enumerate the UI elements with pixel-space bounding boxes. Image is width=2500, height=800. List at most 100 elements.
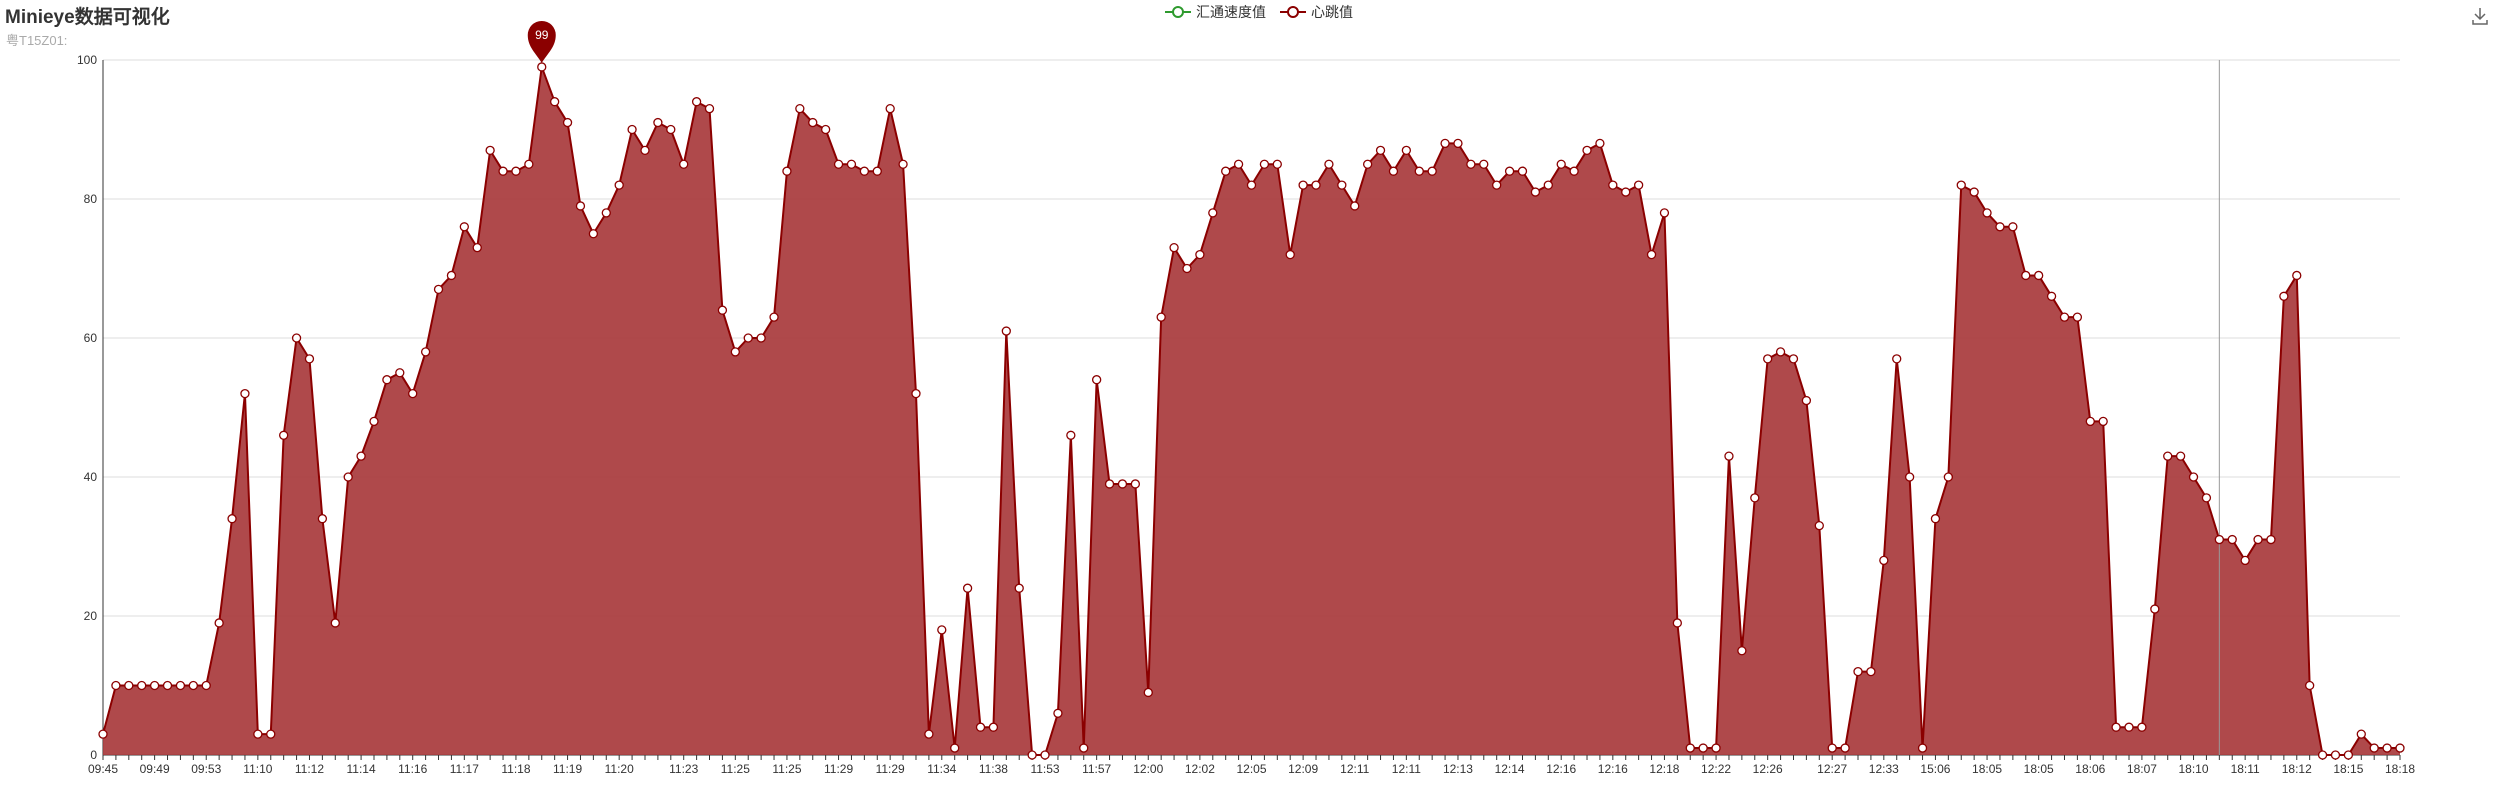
data-point[interactable] xyxy=(162,680,173,691)
data-point[interactable] xyxy=(717,305,728,315)
data-point[interactable] xyxy=(2214,534,2224,545)
data-point[interactable] xyxy=(885,104,895,114)
data-point[interactable] xyxy=(1582,145,1592,156)
data-point[interactable] xyxy=(137,680,147,691)
data-point[interactable] xyxy=(1027,750,1037,760)
data-point[interactable] xyxy=(2046,291,2057,301)
data-point[interactable] xyxy=(575,201,586,211)
data-point[interactable] xyxy=(1337,180,1347,190)
data-point[interactable] xyxy=(175,680,186,691)
data-point[interactable] xyxy=(395,368,405,378)
data-point[interactable] xyxy=(1879,555,1889,566)
data-point[interactable] xyxy=(1737,646,1747,656)
data-point[interactable] xyxy=(795,104,805,114)
data-point[interactable] xyxy=(769,312,779,322)
data-point[interactable] xyxy=(562,117,573,128)
data-point[interactable] xyxy=(1595,138,1605,149)
data-point[interactable] xyxy=(2317,750,2328,760)
data-point[interactable] xyxy=(1659,208,1670,218)
data-point[interactable] xyxy=(1517,166,1528,176)
data-point[interactable] xyxy=(433,284,444,295)
data-point[interactable] xyxy=(2356,729,2366,739)
data-point[interactable] xyxy=(1633,180,1644,190)
data-point[interactable] xyxy=(382,375,392,385)
data-point[interactable] xyxy=(2330,750,2341,760)
data-point[interactable] xyxy=(2369,743,2379,753)
data-point[interactable] xyxy=(2124,722,2134,732)
data-point[interactable] xyxy=(975,722,986,732)
data-point[interactable] xyxy=(1621,187,1631,197)
data-point[interactable] xyxy=(601,208,611,218)
data-point[interactable] xyxy=(291,333,302,343)
data-point[interactable] xyxy=(1698,743,1708,753)
data-point[interactable] xyxy=(1362,159,1373,169)
data-point[interactable] xyxy=(408,388,418,399)
data-point[interactable] xyxy=(330,618,340,628)
data-point[interactable] xyxy=(1801,395,1812,406)
data-point[interactable] xyxy=(1208,208,1218,218)
data-point[interactable] xyxy=(240,388,250,399)
data-point[interactable] xyxy=(782,166,792,176)
data-point[interactable] xyxy=(846,159,857,169)
data-point[interactable] xyxy=(111,680,121,691)
data-point[interactable] xyxy=(1066,430,1076,440)
data-point[interactable] xyxy=(1195,249,1205,260)
data-point[interactable] xyxy=(124,680,134,691)
data-point[interactable] xyxy=(304,354,315,364)
data-point[interactable] xyxy=(2163,451,2173,461)
data-point[interactable] xyxy=(214,618,224,628)
data-point[interactable] xyxy=(1492,180,1502,190)
data-point[interactable] xyxy=(279,430,289,440)
data-point[interactable] xyxy=(1040,750,1050,760)
data-point[interactable] xyxy=(1982,208,1992,218)
data-point[interactable] xyxy=(872,166,882,176)
data-point[interactable] xyxy=(1233,159,1244,169)
data-point[interactable] xyxy=(1143,687,1153,698)
data-point[interactable] xyxy=(2111,722,2121,732)
data-point[interactable] xyxy=(627,124,637,135)
data-point[interactable] xyxy=(1130,479,1141,489)
data-point[interactable] xyxy=(1104,479,1115,489)
data-point[interactable] xyxy=(1182,263,1192,274)
data-point[interactable] xyxy=(653,117,663,128)
data-point[interactable] xyxy=(472,242,482,253)
data-point[interactable] xyxy=(1530,187,1541,197)
download-icon[interactable] xyxy=(2470,6,2490,26)
data-point[interactable] xyxy=(2292,270,2302,281)
data-point[interactable] xyxy=(1156,312,1166,322)
data-point[interactable] xyxy=(1904,472,1915,482)
data-point[interactable] xyxy=(227,514,237,524)
data-point[interactable] xyxy=(2098,416,2108,427)
data-point[interactable] xyxy=(1453,138,1463,149)
data-point[interactable] xyxy=(1311,180,1321,190)
data-point[interactable] xyxy=(666,124,676,135)
data-point[interactable] xyxy=(808,117,818,128)
data-point[interactable] xyxy=(1943,472,1953,482)
data-point[interactable] xyxy=(2253,534,2263,545)
data-point[interactable] xyxy=(1466,159,1476,169)
data-point[interactable] xyxy=(2343,750,2354,760)
data-point[interactable] xyxy=(2021,270,2031,281)
data-point[interactable] xyxy=(446,270,457,281)
data-point[interactable] xyxy=(1117,479,1128,489)
data-point[interactable] xyxy=(2008,222,2018,232)
data-point[interactable] xyxy=(2266,534,2276,545)
data-point[interactable] xyxy=(1272,159,1282,169)
data-point[interactable] xyxy=(2201,493,2212,503)
data-point[interactable] xyxy=(1853,666,1863,677)
data-point[interactable] xyxy=(679,159,689,169)
data-point[interactable] xyxy=(356,451,366,461)
data-point[interactable] xyxy=(743,333,753,343)
data-point[interactable] xyxy=(614,180,624,190)
data-point[interactable] xyxy=(898,159,908,169)
legend-item-speed[interactable]: 汇通速度值 xyxy=(1165,2,1266,22)
data-point[interactable] xyxy=(511,166,521,176)
data-point[interactable] xyxy=(1646,249,1657,260)
data-point[interactable] xyxy=(2382,743,2392,753)
data-point[interactable] xyxy=(1246,180,1257,190)
data-point[interactable] xyxy=(485,145,495,156)
data-point[interactable] xyxy=(704,104,715,114)
data-point[interactable] xyxy=(524,159,534,169)
data-point[interactable] xyxy=(1479,159,1489,169)
